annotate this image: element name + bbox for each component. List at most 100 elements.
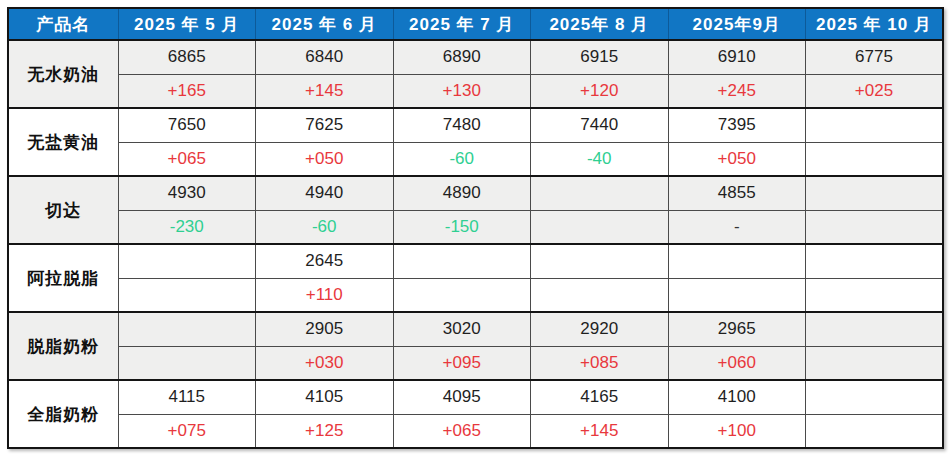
change-cell: +060 [668, 346, 806, 380]
price-cell [118, 312, 256, 346]
change-cell: +075 [118, 414, 256, 448]
price-cell: 2905 [256, 312, 394, 346]
price-cell: 6775 [806, 40, 944, 74]
product-name: 切达 [8, 176, 118, 244]
price-cell: 2645 [256, 244, 394, 278]
price-cell [806, 244, 944, 278]
price-cell: 7480 [393, 108, 531, 142]
price-cell [806, 380, 944, 414]
change-cell: +085 [531, 346, 669, 380]
price-cell: 2965 [668, 312, 806, 346]
change-cell: -150 [393, 210, 531, 244]
price-cell: 6910 [668, 40, 806, 74]
price-row-anhydrous-butter: 无水奶油 6865 6840 6890 6915 6910 6775 [8, 40, 943, 74]
change-cell [393, 278, 531, 312]
change-cell: +245 [668, 74, 806, 108]
change-cell [806, 346, 944, 380]
change-row-cheddar: -230 -60 -150 - [8, 210, 943, 244]
header-month-october: 2025 年 10 月 [806, 8, 944, 40]
header-product-name: 产品名 [8, 8, 118, 40]
change-cell: +165 [118, 74, 256, 108]
price-cell: 7625 [256, 108, 394, 142]
price-cell: 6840 [256, 40, 394, 74]
header-row: 产品名 2025 年 5 月 2025 年 6 月 2025 年 7 月 202… [8, 8, 943, 40]
header-month-may: 2025 年 5 月 [118, 8, 256, 40]
change-row-whole-milk-powder: +075 +125 +065 +145 +100 [8, 414, 943, 448]
price-cell: 7395 [668, 108, 806, 142]
price-cell: 4940 [256, 176, 394, 210]
header-month-august: 2025年 8 月 [531, 8, 669, 40]
change-row-unsalted-butter: +065 +050 -60 -40 +050 [8, 142, 943, 176]
header-month-september: 2025年9月 [668, 8, 806, 40]
change-row-arla-skim: +110 [8, 278, 943, 312]
price-cell: 6890 [393, 40, 531, 74]
price-cell [806, 312, 944, 346]
price-cell: 4855 [668, 176, 806, 210]
price-row-skim-milk-powder: 脱脂奶粉 2905 3020 2920 2965 [8, 312, 943, 346]
page: 产品名 2025 年 5 月 2025 年 6 月 2025 年 7 月 202… [0, 0, 950, 454]
price-row-unsalted-butter: 无盐黄油 7650 7625 7480 7440 7395 [8, 108, 943, 142]
change-cell: -60 [393, 142, 531, 176]
price-cell: 7440 [531, 108, 669, 142]
change-cell: -40 [531, 142, 669, 176]
change-cell: +100 [668, 414, 806, 448]
price-cell: 4890 [393, 176, 531, 210]
change-cell [531, 278, 669, 312]
change-cell: -230 [118, 210, 256, 244]
price-cell [118, 244, 256, 278]
change-cell: +050 [668, 142, 806, 176]
change-cell: - [668, 210, 806, 244]
product-name: 脱脂奶粉 [8, 312, 118, 380]
change-cell [806, 142, 944, 176]
price-cell [531, 176, 669, 210]
change-cell [668, 278, 806, 312]
change-cell [531, 210, 669, 244]
price-cell: 4100 [668, 380, 806, 414]
change-cell [806, 414, 944, 448]
change-cell: +125 [256, 414, 394, 448]
price-cell [668, 244, 806, 278]
change-cell: +145 [531, 414, 669, 448]
change-cell: +065 [118, 142, 256, 176]
price-cell [531, 244, 669, 278]
change-cell: +025 [806, 74, 944, 108]
price-cell: 6915 [531, 40, 669, 74]
price-cell: 7650 [118, 108, 256, 142]
change-cell: +110 [256, 278, 394, 312]
price-cell: 4930 [118, 176, 256, 210]
change-row-skim-milk-powder: +030 +095 +085 +060 [8, 346, 943, 380]
change-cell: +095 [393, 346, 531, 380]
product-name: 阿拉脱脂 [8, 244, 118, 312]
price-cell [806, 108, 944, 142]
price-cell: 4115 [118, 380, 256, 414]
change-cell: +145 [256, 74, 394, 108]
price-cell: 4165 [531, 380, 669, 414]
price-cell: 3020 [393, 312, 531, 346]
price-cell [806, 176, 944, 210]
change-cell: +050 [256, 142, 394, 176]
dairy-price-table: 产品名 2025 年 5 月 2025 年 6 月 2025 年 7 月 202… [7, 7, 944, 449]
change-cell: -60 [256, 210, 394, 244]
price-cell: 2920 [531, 312, 669, 346]
price-row-whole-milk-powder: 全脂奶粉 4115 4105 4095 4165 4100 [8, 380, 943, 414]
header-month-july: 2025 年 7 月 [393, 8, 531, 40]
price-cell [393, 244, 531, 278]
change-cell: +120 [531, 74, 669, 108]
header-month-june: 2025 年 6 月 [256, 8, 394, 40]
price-cell: 4095 [393, 380, 531, 414]
product-name: 无盐黄油 [8, 108, 118, 176]
change-cell: +065 [393, 414, 531, 448]
change-cell: +130 [393, 74, 531, 108]
change-cell [118, 278, 256, 312]
change-cell [806, 210, 944, 244]
price-row-arla-skim: 阿拉脱脂 2645 [8, 244, 943, 278]
product-name: 无水奶油 [8, 40, 118, 108]
change-cell: +030 [256, 346, 394, 380]
change-cell [118, 346, 256, 380]
price-cell: 4105 [256, 380, 394, 414]
product-name: 全脂奶粉 [8, 380, 118, 448]
change-row-anhydrous-butter: +165 +145 +130 +120 +245 +025 [8, 74, 943, 108]
price-cell: 6865 [118, 40, 256, 74]
change-cell [806, 278, 944, 312]
price-row-cheddar: 切达 4930 4940 4890 4855 [8, 176, 943, 210]
